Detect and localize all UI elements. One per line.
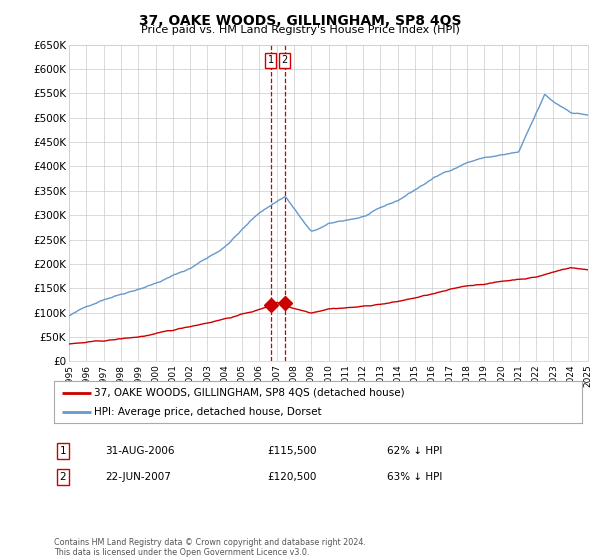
Text: 62% ↓ HPI: 62% ↓ HPI bbox=[387, 446, 442, 456]
Text: Contains HM Land Registry data © Crown copyright and database right 2024.
This d: Contains HM Land Registry data © Crown c… bbox=[54, 538, 366, 557]
Text: £115,500: £115,500 bbox=[267, 446, 317, 456]
Text: 1: 1 bbox=[59, 446, 67, 456]
Text: £120,500: £120,500 bbox=[267, 472, 316, 482]
Text: 2: 2 bbox=[281, 55, 288, 66]
Text: HPI: Average price, detached house, Dorset: HPI: Average price, detached house, Dors… bbox=[94, 407, 321, 417]
Text: 2: 2 bbox=[59, 472, 67, 482]
Text: 63% ↓ HPI: 63% ↓ HPI bbox=[387, 472, 442, 482]
Text: 1: 1 bbox=[268, 55, 274, 66]
Text: 22-JUN-2007: 22-JUN-2007 bbox=[105, 472, 171, 482]
Text: Price paid vs. HM Land Registry's House Price Index (HPI): Price paid vs. HM Land Registry's House … bbox=[140, 25, 460, 35]
Text: 37, OAKE WOODS, GILLINGHAM, SP8 4QS: 37, OAKE WOODS, GILLINGHAM, SP8 4QS bbox=[139, 14, 461, 28]
Text: 31-AUG-2006: 31-AUG-2006 bbox=[105, 446, 175, 456]
Text: 37, OAKE WOODS, GILLINGHAM, SP8 4QS (detached house): 37, OAKE WOODS, GILLINGHAM, SP8 4QS (det… bbox=[94, 388, 404, 398]
